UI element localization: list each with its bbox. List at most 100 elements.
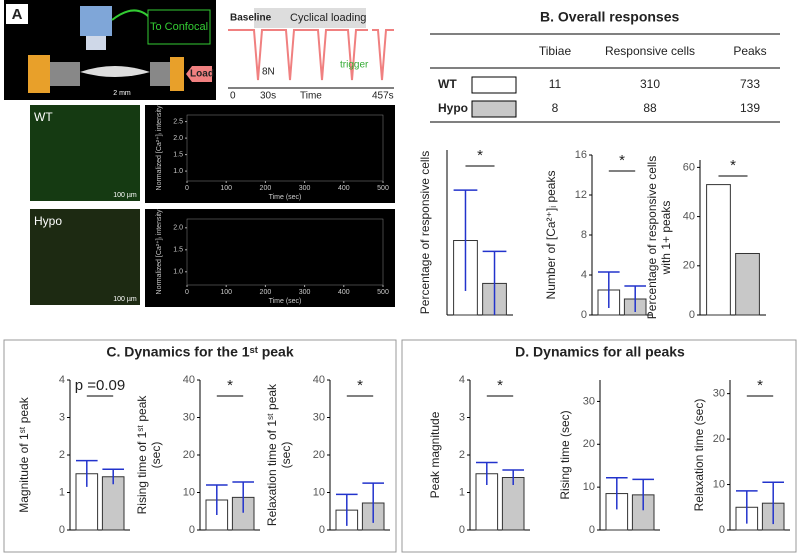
y-axis-label: Number of [Ca²⁺]ᵢ peaks bbox=[544, 171, 558, 300]
y-tick-label: 4 bbox=[581, 269, 587, 281]
significance: * bbox=[477, 147, 483, 164]
tibia bbox=[80, 66, 150, 77]
y-tick-label: 30 bbox=[183, 411, 195, 423]
y-tick-label: 8 bbox=[581, 229, 587, 241]
table-header: Peaks bbox=[733, 44, 766, 58]
y-axis-label: Normalized [Ca²⁺]ᵢ intensity bbox=[156, 209, 163, 294]
load-arrow bbox=[186, 66, 212, 82]
trigger-label: trigger bbox=[340, 60, 369, 71]
y-tick-label: 30 bbox=[713, 388, 725, 400]
y-axis-label: Percentage of responsive cells bbox=[645, 156, 659, 319]
y-tick-label: 10 bbox=[583, 481, 595, 493]
legend-swatch bbox=[471, 100, 517, 118]
y-tick-label: 2.0 bbox=[173, 225, 183, 232]
y-tick-label: 2.5 bbox=[173, 118, 183, 125]
y-axis-label: (sec) bbox=[149, 442, 163, 469]
x-axis-label: Time (sec) bbox=[269, 194, 302, 201]
x-tick-label: 500 bbox=[377, 185, 389, 192]
table-header: Responsive cells bbox=[605, 44, 695, 58]
hypo-image bbox=[30, 209, 140, 305]
objective bbox=[80, 6, 112, 36]
significance: * bbox=[497, 377, 503, 394]
significance: * bbox=[227, 377, 233, 394]
table-cell: 11 bbox=[549, 77, 562, 91]
y-axis-label: Relaxation time (sec) bbox=[692, 399, 706, 512]
y-tick-label: 10 bbox=[183, 486, 195, 498]
y-tick-label: 40 bbox=[183, 374, 195, 386]
significance: * bbox=[619, 152, 625, 169]
x-tick-label: 200 bbox=[260, 289, 272, 296]
x-tick-label: 300 bbox=[299, 289, 311, 296]
time-end: 457s bbox=[372, 91, 394, 102]
y-tick-label: 20 bbox=[183, 449, 195, 461]
plot-area bbox=[186, 218, 384, 286]
time-label: Time bbox=[300, 91, 322, 102]
y-tick-label: 1.5 bbox=[173, 247, 183, 254]
confocal-box bbox=[147, 9, 211, 45]
x-tick-label: 100 bbox=[220, 185, 232, 192]
y-tick-label: 2.0 bbox=[173, 135, 183, 142]
time-30: 30s bbox=[260, 91, 276, 102]
y-tick-label: 12 bbox=[575, 189, 587, 201]
wt-image bbox=[30, 105, 140, 201]
y-axis-label: Percentage of responsive cells bbox=[418, 151, 432, 314]
y-tick-label: 20 bbox=[313, 449, 325, 461]
y-axis-label: with 1+ peaks bbox=[659, 201, 673, 276]
clamp-jaw bbox=[150, 62, 170, 86]
time-0: 0 bbox=[230, 91, 236, 102]
y-tick-label: 1 bbox=[459, 486, 465, 498]
x-tick-label: 0 bbox=[185, 289, 189, 296]
y-tick-label: 16 bbox=[575, 149, 587, 161]
x-tick-label: 300 bbox=[299, 185, 311, 192]
y-axis-label: Rising time of 1ˢᵗ peak bbox=[135, 395, 149, 515]
x-tick-label: 500 bbox=[377, 289, 389, 296]
x-axis-label: Time (sec) bbox=[269, 298, 302, 305]
table-cell: 139 bbox=[740, 101, 760, 115]
confocal-label: To Confocal bbox=[150, 21, 208, 33]
y-tick-label: 2 bbox=[459, 449, 465, 461]
table-cell: 733 bbox=[740, 77, 760, 91]
baseline-label: Baseline bbox=[230, 13, 272, 24]
y-tick-label: 3 bbox=[459, 411, 465, 423]
y-tick-label: 3 bbox=[59, 411, 65, 423]
image-label: Hypo bbox=[34, 214, 62, 228]
x-tick-label: 0 bbox=[185, 185, 189, 192]
scale-label: 2 mm bbox=[113, 90, 131, 97]
panel-label: A bbox=[12, 6, 23, 23]
y-tick-label: 0 bbox=[589, 524, 595, 536]
trace-panel bbox=[145, 209, 395, 307]
y-tick-label: 4 bbox=[59, 374, 65, 386]
force-label: 8N bbox=[262, 67, 275, 78]
y-axis-label: Peak magnitude bbox=[428, 411, 442, 498]
y-axis-label: (sec) bbox=[279, 442, 293, 469]
y-axis-label: Rising time (sec) bbox=[558, 410, 572, 499]
panel-title: C. Dynamics for the 1ˢᵗ peak bbox=[106, 344, 293, 360]
plot-area bbox=[186, 114, 384, 182]
objective-lens bbox=[86, 36, 106, 50]
y-tick-label: 10 bbox=[313, 486, 325, 498]
bar bbox=[101, 476, 125, 531]
row-label: Hypo bbox=[438, 101, 468, 115]
y-axis-label: Relaxation time of 1ˢᵗ peak bbox=[265, 383, 279, 526]
x-tick-label: 400 bbox=[338, 289, 350, 296]
y-tick-label: 40 bbox=[683, 210, 695, 222]
load-label: Load bbox=[190, 69, 214, 80]
bar bbox=[735, 252, 760, 316]
table-cell: 88 bbox=[643, 101, 657, 115]
x-tick-label: 400 bbox=[338, 185, 350, 192]
y-tick-label: 20 bbox=[583, 438, 595, 450]
legend-swatch bbox=[471, 76, 517, 94]
y-tick-label: 0 bbox=[459, 524, 465, 536]
clamp-jaw bbox=[50, 62, 80, 86]
image-label: WT bbox=[34, 110, 53, 124]
y-tick-label: 1 bbox=[59, 486, 65, 498]
y-tick-label: 20 bbox=[683, 260, 695, 272]
significance: * bbox=[757, 377, 763, 394]
bar bbox=[501, 477, 525, 531]
significance: p =0.09 bbox=[75, 377, 125, 394]
y-tick-label: 0 bbox=[689, 309, 695, 321]
row-label: WT bbox=[438, 77, 457, 91]
y-tick-label: 30 bbox=[313, 411, 325, 423]
y-tick-label: 1.5 bbox=[173, 151, 183, 158]
